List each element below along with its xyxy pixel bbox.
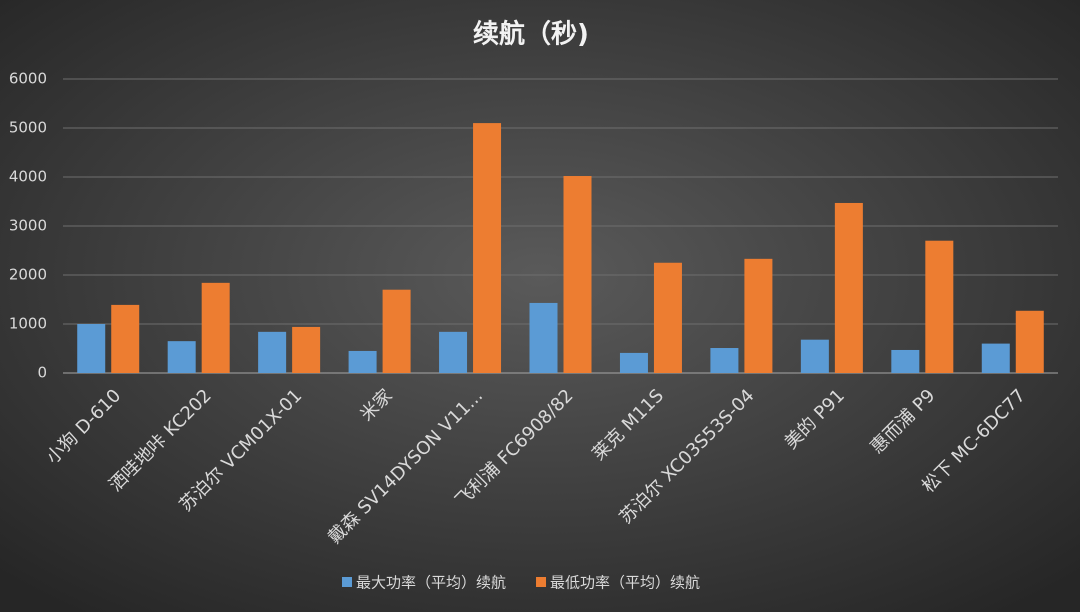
bar	[382, 289, 411, 373]
bar	[619, 352, 648, 373]
y-tick-label: 2000	[9, 266, 47, 284]
bar	[439, 331, 468, 373]
bar	[710, 348, 739, 373]
chart-title: 续航（秒)	[473, 19, 589, 50]
y-tick-label: 1000	[9, 315, 47, 333]
y-tick-label: 6000	[9, 70, 47, 88]
bar	[925, 240, 954, 373]
bar	[891, 349, 920, 373]
y-tick-label: 4000	[9, 168, 47, 186]
bar	[981, 343, 1010, 373]
legend-label: 最低功率（平均）续航	[550, 574, 700, 592]
bar	[653, 262, 682, 373]
bar	[111, 304, 140, 373]
legend-label: 最大功率（平均）续航	[356, 574, 506, 592]
bar	[201, 282, 230, 373]
legend-swatch	[342, 577, 352, 587]
bar	[800, 339, 829, 373]
bar	[167, 341, 196, 373]
bar	[473, 123, 502, 373]
bar	[834, 202, 863, 373]
bar	[292, 326, 321, 373]
bar	[348, 350, 377, 373]
bar	[258, 331, 287, 373]
y-tick-label: 3000	[9, 217, 47, 235]
y-tick-label: 5000	[9, 119, 47, 137]
legend-swatch	[536, 577, 547, 587]
bar	[77, 324, 106, 373]
bar	[529, 302, 558, 373]
bar	[744, 258, 773, 373]
bar	[563, 176, 592, 373]
y-tick-label: 0	[37, 364, 47, 382]
bar	[1015, 310, 1044, 373]
